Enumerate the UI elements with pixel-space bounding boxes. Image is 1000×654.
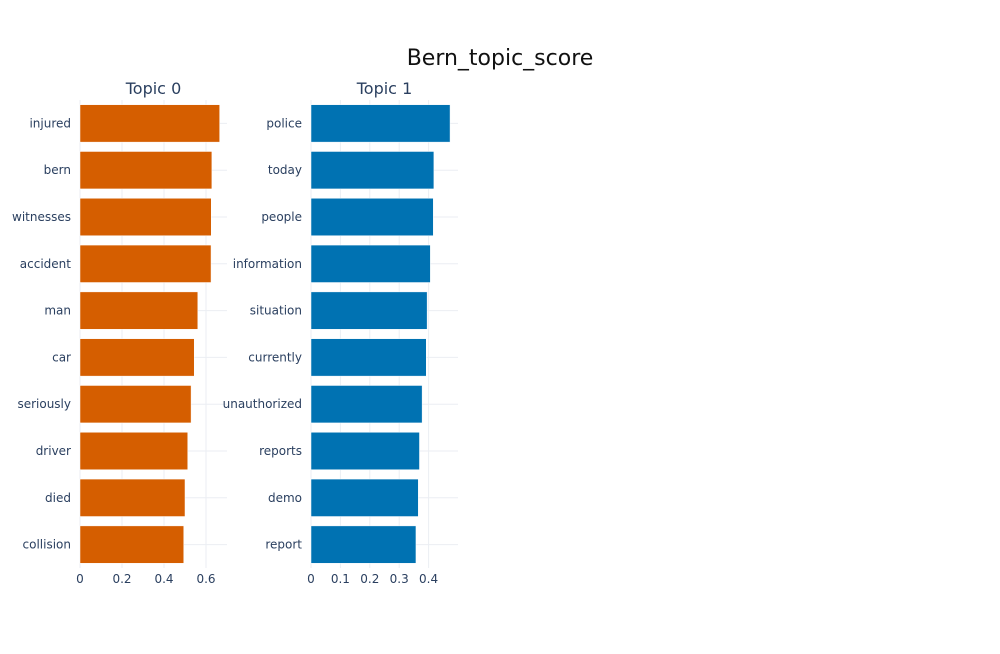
category-label: currently [248, 350, 302, 364]
x-tick-label: 0 [76, 572, 84, 586]
bar [79, 244, 212, 283]
category-label: information [233, 257, 302, 271]
category-label: police [266, 116, 302, 130]
bar [310, 291, 428, 330]
category-label: car [52, 350, 71, 364]
category-label: driver [36, 444, 71, 458]
bar [310, 338, 427, 377]
bar [310, 385, 423, 424]
category-label: collision [23, 538, 71, 552]
bar [79, 338, 195, 377]
category-label: seriously [17, 397, 71, 411]
bar [310, 104, 451, 143]
category-label: injured [29, 116, 71, 130]
panel-title: Topic 1 [356, 79, 413, 98]
category-label: man [44, 304, 71, 318]
category-label: demo [268, 491, 302, 505]
category-label: reports [259, 444, 302, 458]
x-tick-label: 0.2 [112, 572, 131, 586]
bar [79, 151, 213, 190]
x-tick-label: 0.2 [360, 572, 379, 586]
bar [79, 478, 186, 517]
category-label: bern [44, 163, 71, 177]
x-tick-label: 0 [307, 572, 315, 586]
panel-topic-1: Topic 1 police today people information situa… [223, 79, 458, 586]
bar [79, 385, 192, 424]
bar [79, 104, 220, 143]
bar [310, 478, 419, 517]
x-tick-label: 0.1 [331, 572, 350, 586]
bar [79, 198, 212, 236]
bar [310, 244, 431, 283]
bar [79, 291, 199, 330]
panel-topic-0: Topic 0 injured bern witnesses accident man ca… [12, 79, 227, 586]
bar [310, 432, 420, 470]
bar [79, 525, 184, 564]
category-label: died [45, 491, 71, 505]
x-tick-label: 0.6 [196, 572, 215, 586]
category-label: today [268, 163, 302, 177]
category-label: situation [250, 304, 302, 318]
bar [310, 525, 417, 564]
category-label: unauthorized [223, 397, 302, 411]
bar [310, 198, 434, 236]
category-label: witnesses [12, 210, 71, 224]
x-tick-label: 0.4 [419, 572, 438, 586]
bar [79, 432, 188, 470]
bar [310, 151, 435, 190]
category-label: accident [20, 257, 71, 271]
category-label: people [261, 210, 302, 224]
panel-title: Topic 0 [125, 79, 182, 98]
chart-title: Bern_topic_score [407, 46, 594, 71]
x-tick-label: 0.3 [390, 572, 409, 586]
category-label: report [265, 538, 302, 552]
x-tick-label: 0.4 [154, 572, 173, 586]
